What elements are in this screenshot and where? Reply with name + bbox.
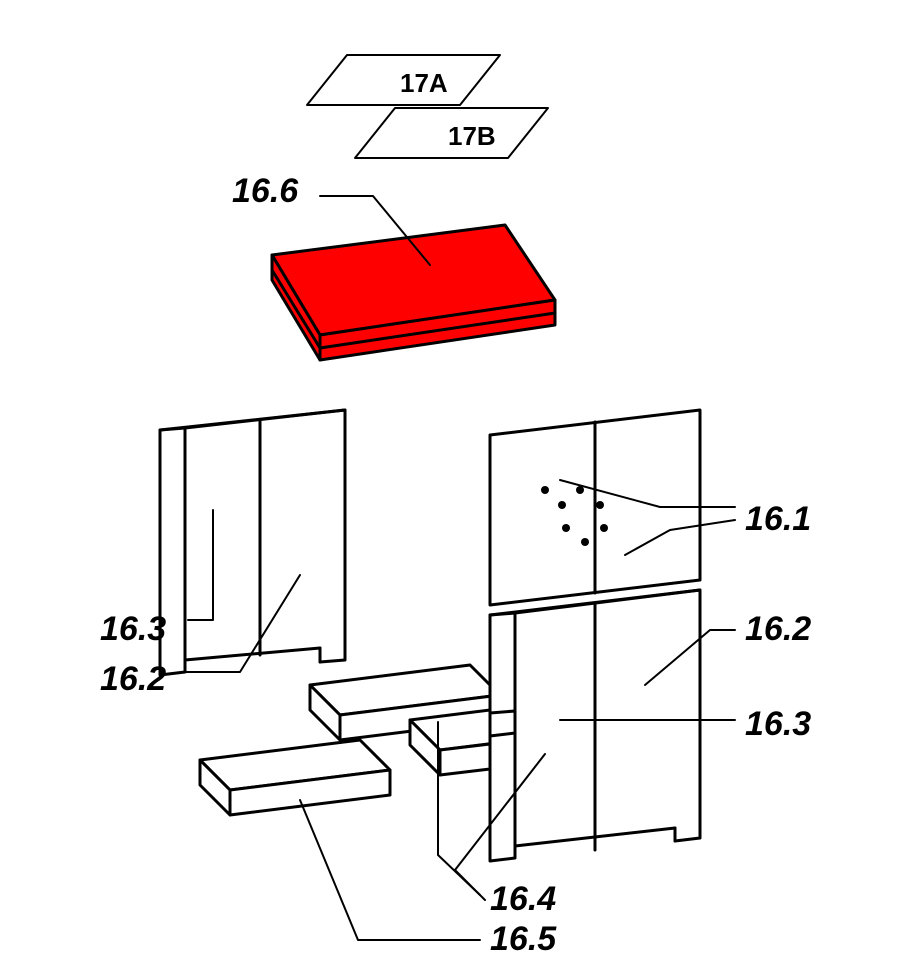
label-17b: 17B (448, 121, 496, 151)
label-16-3-right: 16.3 (745, 705, 811, 743)
label-16-2-left: 16.2 (100, 660, 166, 698)
label-16-6: 16.6 (232, 172, 299, 210)
label-16-2-right: 16.2 (745, 610, 811, 648)
label-16-1: 16.1 (745, 500, 811, 538)
label-16-5: 16.5 (490, 920, 557, 958)
label-16-4: 16.4 (490, 880, 556, 918)
label-16-3-left: 16.3 (100, 610, 166, 648)
label-17a: 17A (400, 68, 448, 98)
left-panel (160, 410, 345, 675)
